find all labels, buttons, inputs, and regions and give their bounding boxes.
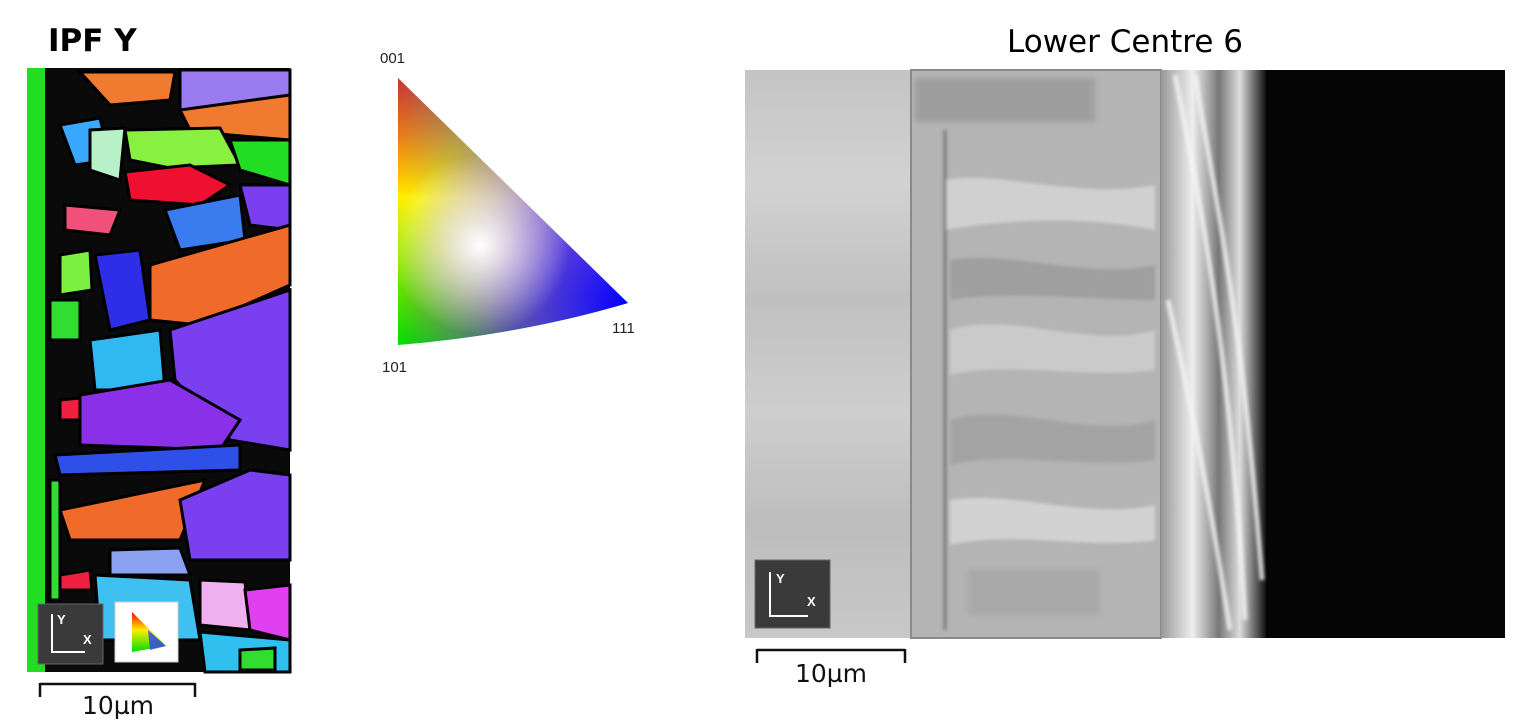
sem-image (745, 69, 1505, 639)
scale-label: 10µm (795, 659, 867, 688)
axis-icon: Y X (37, 603, 104, 665)
corner-label: 001 (380, 50, 405, 67)
axis-x: X (83, 632, 92, 647)
scale-label: 10µm (82, 691, 154, 720)
ipf-key-icon (114, 601, 179, 663)
axis-y: Y (776, 571, 785, 586)
ipf-key: 001 101 111 (380, 50, 635, 376)
ebsd-map (27, 68, 292, 674)
axis-x: X (807, 594, 816, 609)
scale-bar (38, 682, 197, 697)
axis-y: Y (57, 612, 66, 627)
scale-bar (755, 648, 907, 663)
axis-icon: Y X (754, 559, 831, 629)
right-title: Lower Centre 6 (1007, 24, 1243, 60)
corner-label: 101 (382, 359, 407, 376)
corner-label: 111 (612, 320, 635, 337)
left-title: IPF Y (48, 23, 137, 59)
